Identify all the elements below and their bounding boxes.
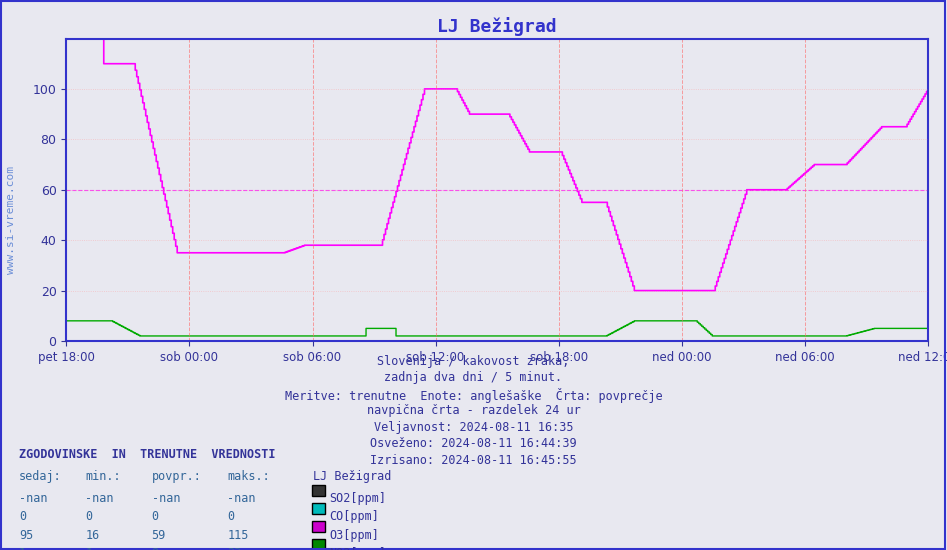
Text: 1: 1 — [19, 547, 27, 550]
Text: SO2[ppm]: SO2[ppm] — [330, 492, 386, 505]
Text: CO[ppm]: CO[ppm] — [330, 510, 380, 524]
Text: 33: 33 — [227, 547, 241, 550]
Text: LJ Bežigrad: LJ Bežigrad — [313, 470, 391, 483]
Text: min.:: min.: — [85, 470, 121, 483]
Text: 115: 115 — [227, 529, 249, 542]
Text: Izrisano: 2024-08-11 16:45:55: Izrisano: 2024-08-11 16:45:55 — [370, 454, 577, 467]
Text: 9: 9 — [152, 547, 159, 550]
Text: O3[ppm]: O3[ppm] — [330, 529, 380, 542]
Text: 0: 0 — [227, 510, 235, 524]
Text: -nan: -nan — [227, 492, 256, 505]
Text: -nan: -nan — [85, 492, 114, 505]
Text: zadnja dva dni / 5 minut.: zadnja dva dni / 5 minut. — [384, 371, 563, 384]
Text: povpr.:: povpr.: — [152, 470, 202, 483]
Text: 1: 1 — [85, 547, 93, 550]
Text: www.si-vreme.com: www.si-vreme.com — [7, 166, 16, 274]
Text: NO2[ppm]: NO2[ppm] — [330, 547, 386, 550]
Text: 16: 16 — [85, 529, 99, 542]
Title: LJ Bežigrad: LJ Bežigrad — [438, 16, 557, 36]
Text: maks.:: maks.: — [227, 470, 270, 483]
Text: navpična črta - razdelek 24 ur: navpična črta - razdelek 24 ur — [366, 404, 581, 417]
Text: Osveženo: 2024-08-11 16:44:39: Osveženo: 2024-08-11 16:44:39 — [370, 437, 577, 450]
Text: 95: 95 — [19, 529, 33, 542]
Text: 0: 0 — [19, 510, 27, 524]
Text: Veljavnost: 2024-08-11 16:35: Veljavnost: 2024-08-11 16:35 — [374, 421, 573, 434]
Text: -nan: -nan — [19, 492, 47, 505]
Text: 0: 0 — [152, 510, 159, 524]
Text: sedaj:: sedaj: — [19, 470, 62, 483]
Text: 0: 0 — [85, 510, 93, 524]
Text: Slovenija / kakovost zraka,: Slovenija / kakovost zraka, — [377, 355, 570, 368]
Text: ZGODOVINSKE  IN  TRENUTNE  VREDNOSTI: ZGODOVINSKE IN TRENUTNE VREDNOSTI — [19, 448, 276, 461]
Text: Meritve: trenutne  Enote: anglešaške  Črta: povprečje: Meritve: trenutne Enote: anglešaške Črta… — [285, 388, 662, 403]
Text: -nan: -nan — [152, 492, 180, 505]
Text: 59: 59 — [152, 529, 166, 542]
